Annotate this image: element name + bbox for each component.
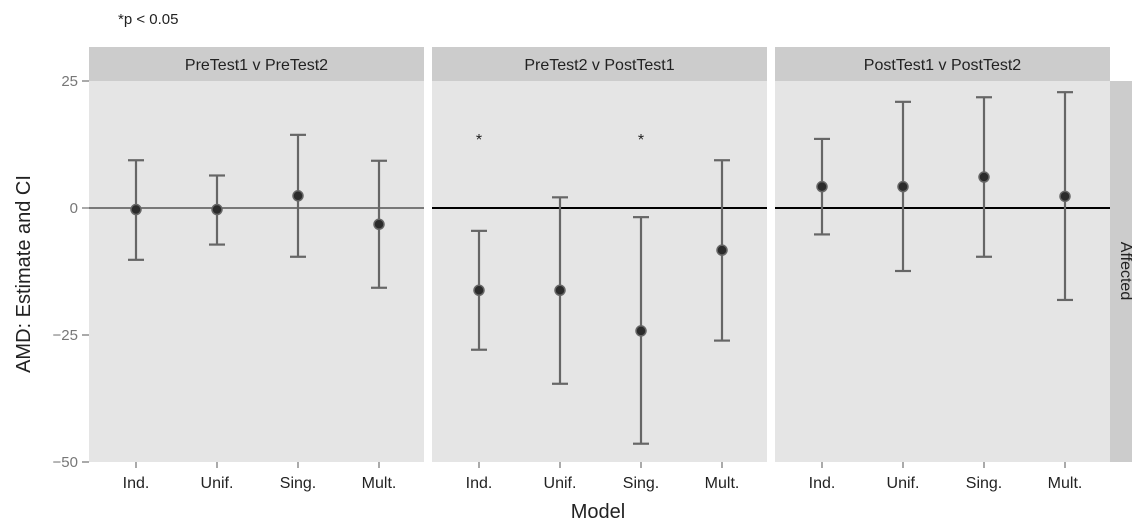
x-tick-label: Unif.: [201, 475, 234, 492]
panel-strip: [432, 47, 767, 81]
y-tick-label: −25: [53, 327, 78, 344]
x-tick-label: Mult.: [1048, 475, 1083, 492]
estimate-point: [897, 180, 909, 193]
estimate-point: [978, 171, 990, 183]
row-strip: [1110, 81, 1132, 462]
estimate-point: [716, 244, 728, 256]
y-axis: 25 0 −25 −50: [53, 73, 89, 471]
y-tick-label: 0: [70, 200, 78, 217]
estimate-point: [1059, 190, 1071, 203]
significance-marker: *: [638, 132, 644, 149]
x-tick-label: Ind.: [809, 475, 836, 492]
facet-panel: PreTest1 v PreTest2 Ind. Unif. Sing. Mult.: [89, 47, 424, 492]
facet-panel: PreTest2 v PostTest1 * Ind. Unif. * Sing. Mult…: [432, 47, 767, 492]
estimate-point: [211, 203, 223, 216]
estimate-point: [292, 190, 304, 202]
y-axis-title: AMD: Estimate and CI: [13, 175, 35, 373]
x-tick-label: Ind.: [123, 475, 150, 492]
panel-title: PreTest2 v PostTest1: [524, 57, 674, 74]
y-tick-label: 25: [61, 73, 78, 90]
estimate-point: [373, 218, 385, 231]
x-tick-label: Sing.: [966, 475, 1002, 492]
panel-background: [89, 81, 424, 462]
row-strip-label: Affected: [1117, 242, 1132, 300]
facet-panel: PostTest1 v PostTest2 Ind. Unif. Sing. Mult.: [775, 47, 1110, 492]
x-tick-label: Sing.: [280, 475, 316, 492]
x-tick-label: Mult.: [705, 475, 740, 492]
estimate-point: [554, 284, 566, 297]
panel-title: PreTest1 v PreTest2: [185, 57, 328, 74]
panel-strip: [775, 47, 1110, 81]
panel-title: PostTest1 v PostTest2: [864, 57, 1022, 74]
x-axis-title: Model: [571, 501, 625, 523]
panel-background: [432, 81, 767, 462]
x-tick-label: Unif.: [887, 475, 920, 492]
estimate-point: [130, 203, 142, 216]
significance-note: *p < 0.05: [118, 11, 178, 28]
x-tick-label: Sing.: [623, 475, 659, 492]
x-tick-label: Ind.: [466, 475, 493, 492]
x-tick-label: Mult.: [362, 475, 397, 492]
estimate-point: [816, 180, 828, 193]
estimate-point: [635, 325, 647, 337]
panel-background: [775, 81, 1110, 462]
estimate-point: [473, 284, 485, 297]
y-tick-label: −50: [53, 454, 78, 471]
panel-strip: [89, 47, 424, 81]
significance-marker: *: [476, 132, 482, 149]
x-tick-label: Unif.: [544, 475, 577, 492]
